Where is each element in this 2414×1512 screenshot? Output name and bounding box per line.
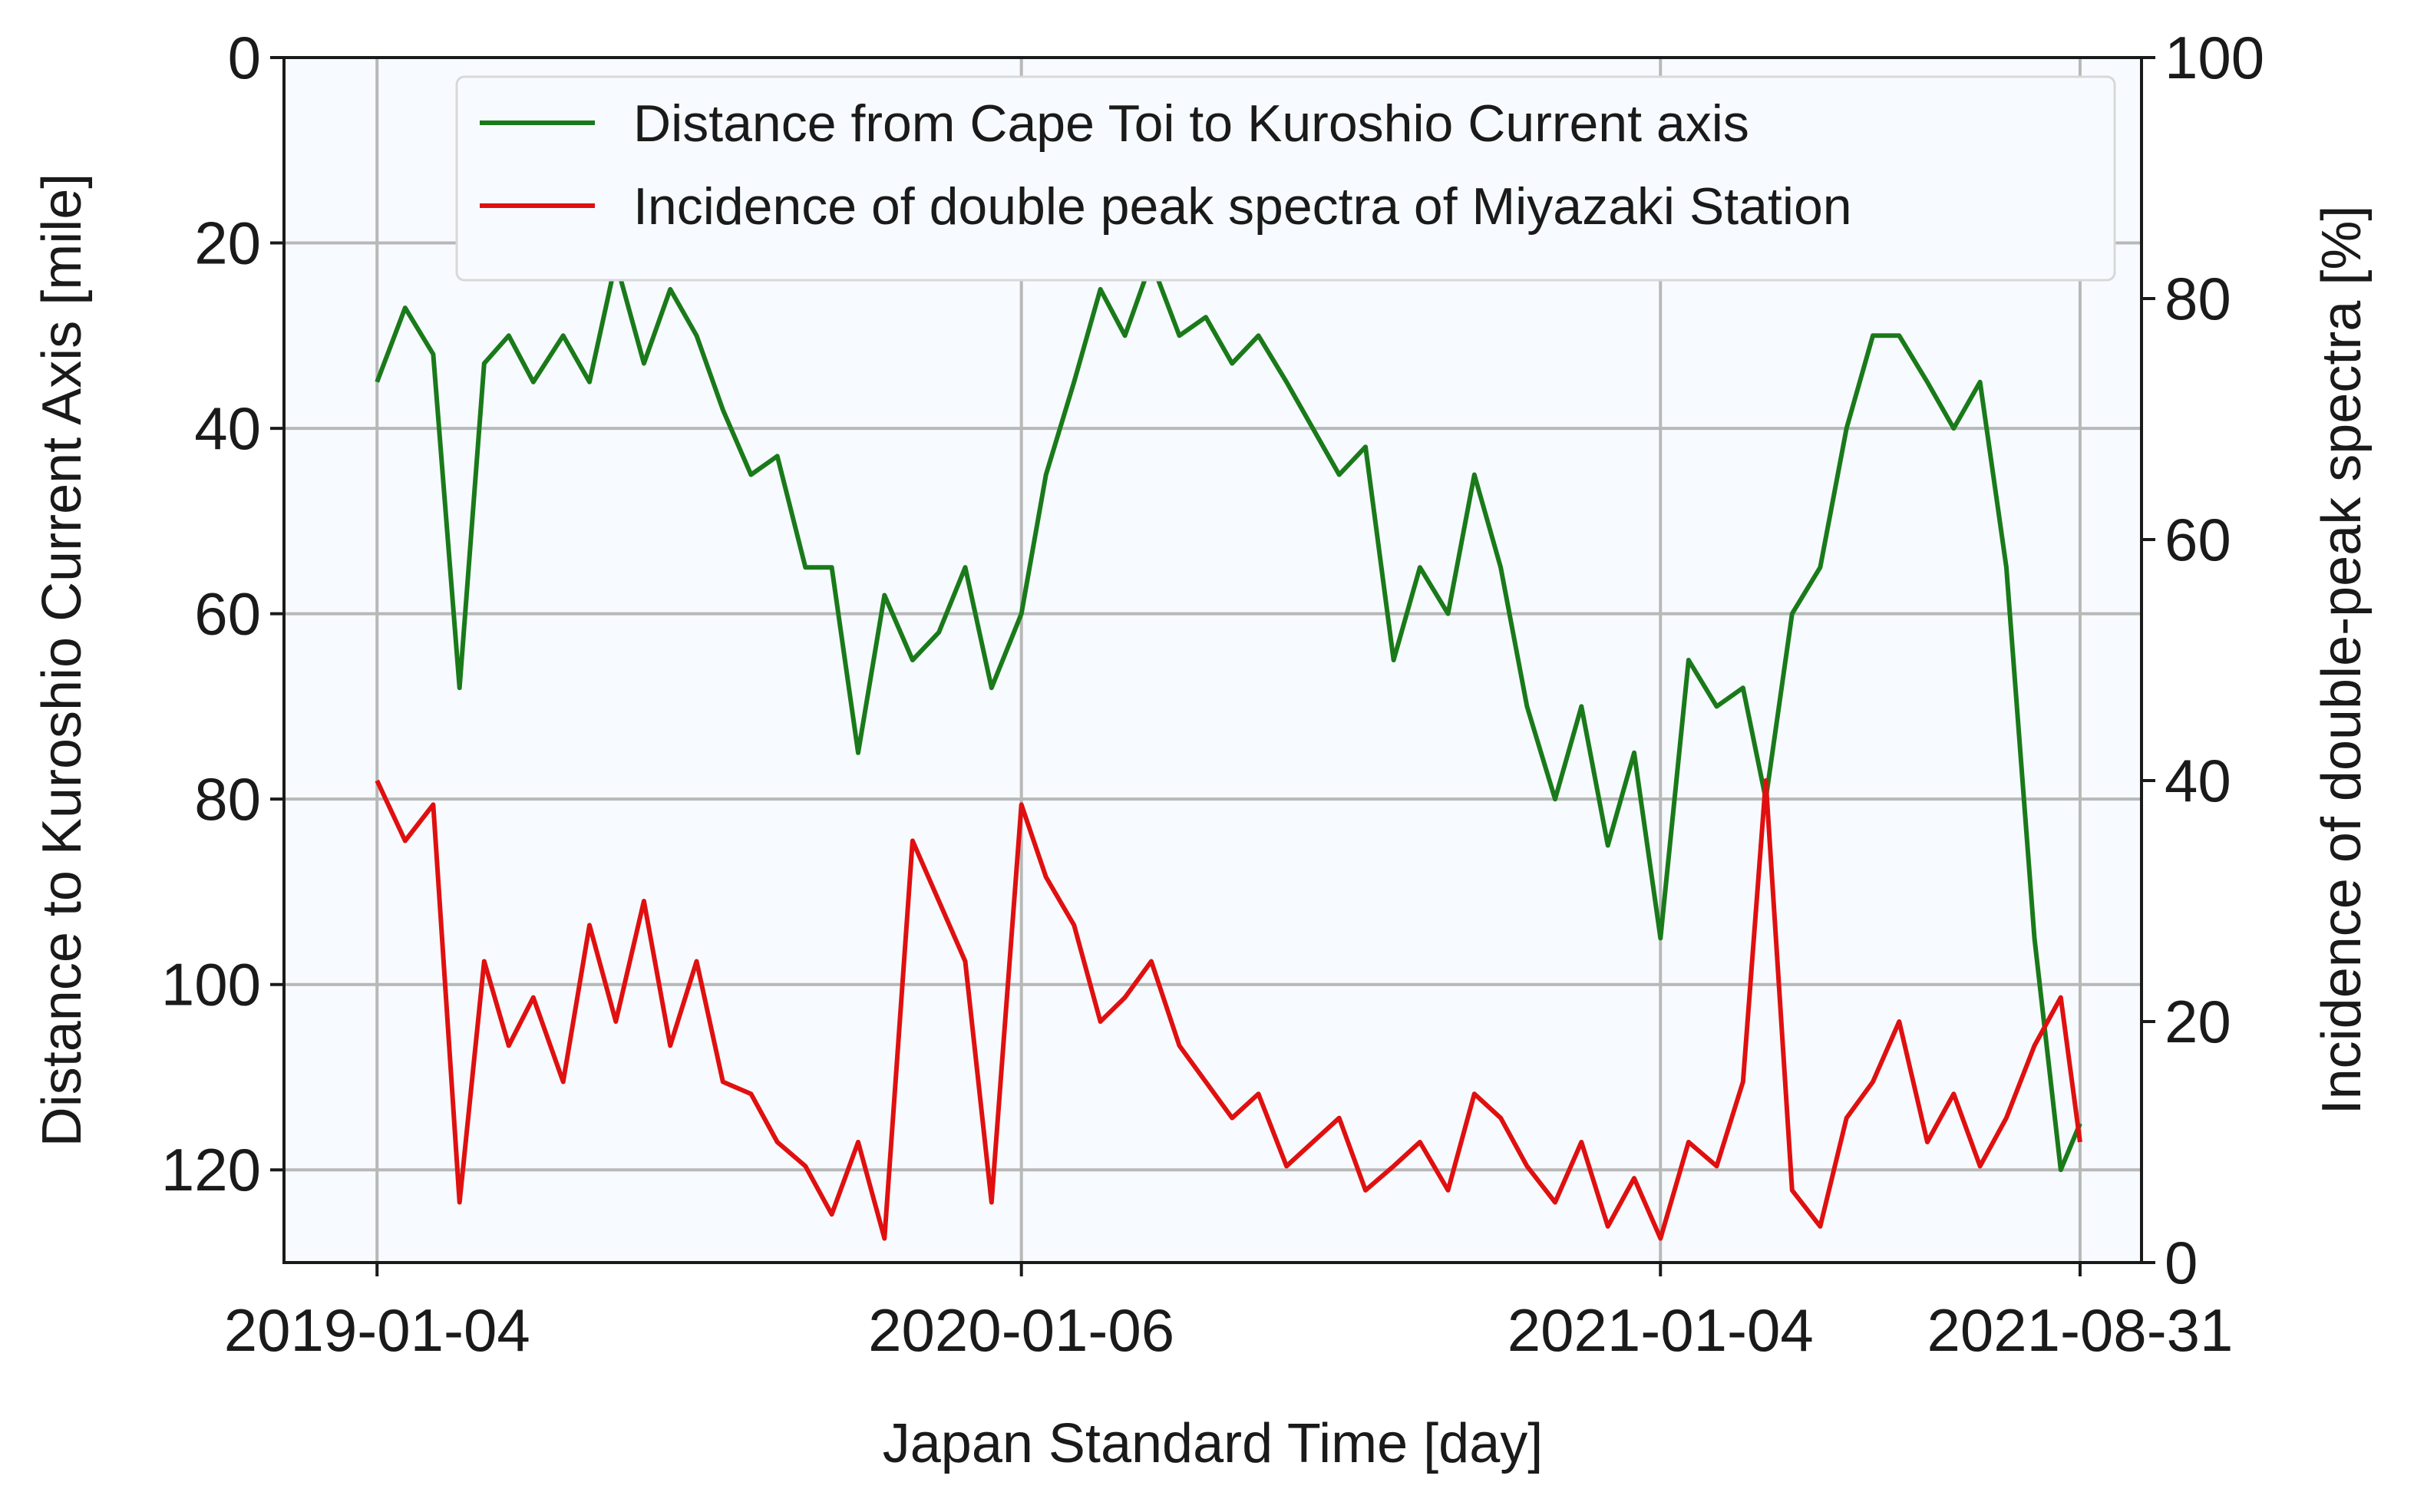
series-line-distance: [375, 259, 2082, 1173]
y-right-tick-label: 100: [2165, 24, 2264, 91]
y-left-tick-label: 80: [194, 765, 261, 833]
y-left-tick-label: 40: [194, 395, 261, 462]
legend-box: [455, 75, 2116, 282]
y-left-tick-label: 0: [228, 24, 261, 91]
x-tick-label: 2021-01-04: [1508, 1296, 1814, 1364]
x-tick-label: 2019-01-04: [224, 1296, 530, 1364]
series-layer: [375, 259, 2082, 1241]
y-axis-label-right: Incidence of double-peak spectra [%]: [2311, 206, 2373, 1115]
y-left-tick-label: 100: [161, 951, 261, 1018]
x-axis-label: Japan Standard Time [day]: [883, 1413, 1544, 1474]
legend: Distance from Cape Toi to Kuroshio Curre…: [455, 75, 2116, 282]
y-left-tick-label: 60: [194, 580, 261, 648]
y-right-tick-label: 60: [2165, 506, 2231, 573]
y-right-tick-label: 80: [2165, 265, 2231, 332]
y-left-tick-label: 20: [194, 210, 261, 277]
y-axis-label-left: Distance to Kuroshio Current Axis [mile]: [31, 173, 93, 1147]
x-tick-label: 2021-08-31: [1927, 1296, 2233, 1364]
plot-frame: [282, 56, 2143, 1264]
legend-label-distance: Distance from Cape Toi to Kuroshio Curre…: [633, 94, 1749, 153]
legend-label-incidence: Incidence of double peak spectra of Miya…: [633, 177, 1852, 236]
y-left-tick-label: 120: [161, 1136, 261, 1203]
x-tick-label: 2020-01-06: [868, 1296, 1174, 1364]
axes: 0 20 40 60 80 100 120 0 20 40 60 80 100 2019-01-04 202…: [161, 24, 2264, 1364]
y-right-tick-label: 40: [2165, 747, 2231, 814]
y-right-tick-label: 0: [2165, 1229, 2198, 1296]
y-right-tick-label: 20: [2165, 988, 2231, 1055]
series-line-incidence: [375, 778, 2082, 1241]
